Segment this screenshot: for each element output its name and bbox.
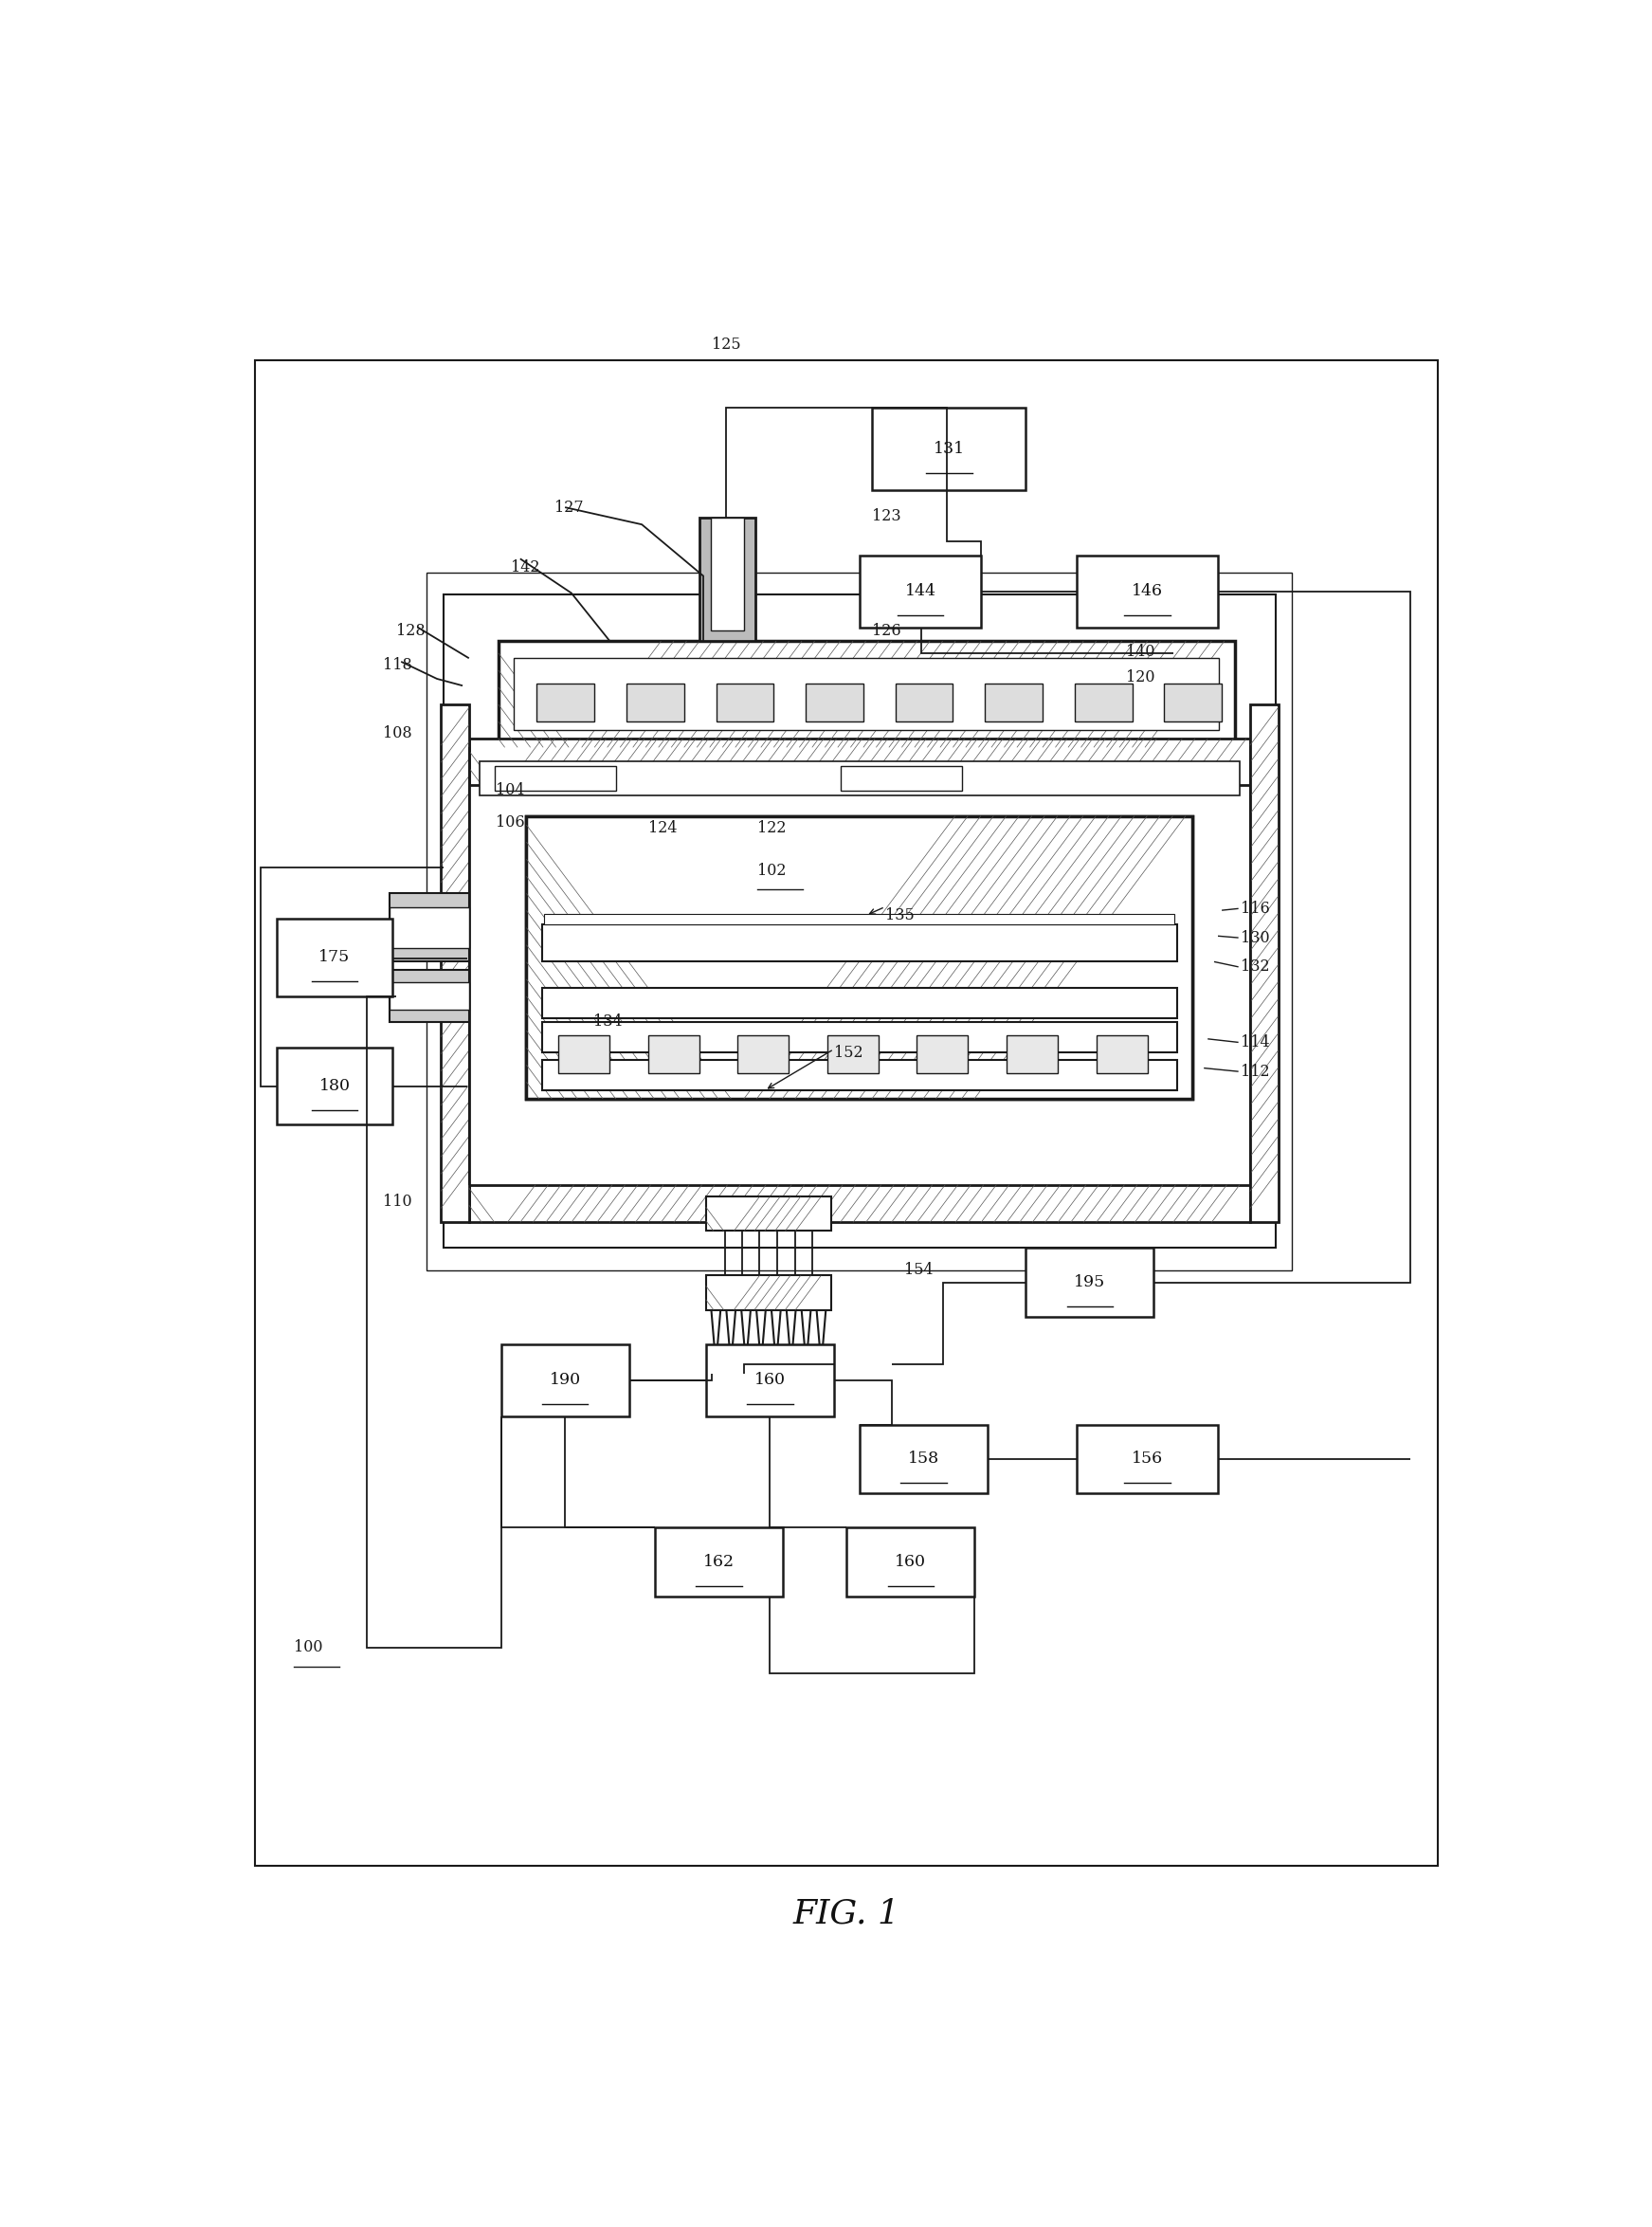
Bar [705, 1345, 834, 1416]
Text: 100: 100 [294, 1639, 322, 1655]
Bar [545, 913, 1175, 924]
Bar [738, 1036, 790, 1073]
Text: 104: 104 [496, 782, 525, 797]
Text: 118: 118 [383, 657, 413, 673]
Text: 125: 125 [712, 336, 740, 352]
Text: 108: 108 [383, 726, 413, 742]
Bar [806, 684, 864, 722]
Text: 140: 140 [1125, 644, 1155, 659]
Bar [441, 706, 469, 1223]
Text: 112: 112 [1241, 1065, 1270, 1080]
Text: 195: 195 [1074, 1274, 1105, 1289]
Bar [1251, 706, 1279, 1223]
Bar [542, 1060, 1178, 1091]
Bar [1077, 555, 1218, 628]
Bar [494, 766, 616, 791]
Bar [469, 1185, 1251, 1223]
Bar [846, 1528, 975, 1597]
Bar [917, 1036, 968, 1073]
Bar [1074, 684, 1132, 722]
Text: 144: 144 [905, 583, 937, 599]
Bar [710, 517, 743, 630]
Bar [895, 684, 953, 722]
Bar [648, 1036, 699, 1073]
Bar [527, 815, 1193, 1098]
Text: 175: 175 [319, 949, 350, 967]
Text: 122: 122 [757, 820, 786, 835]
Bar [390, 906, 469, 949]
Bar [426, 572, 1292, 1269]
Bar [859, 555, 981, 628]
Text: 146: 146 [1132, 583, 1163, 599]
Bar [499, 641, 1234, 748]
Text: 142: 142 [510, 559, 540, 575]
Text: 126: 126 [872, 624, 902, 639]
Bar [985, 684, 1042, 722]
Text: 102: 102 [757, 862, 786, 880]
Bar [859, 1425, 988, 1494]
Bar [705, 1276, 831, 1309]
Bar [542, 987, 1178, 1018]
Bar [542, 924, 1178, 962]
Text: 123: 123 [872, 508, 902, 523]
Text: 114: 114 [1241, 1033, 1270, 1051]
Bar [626, 684, 684, 722]
Text: 132: 132 [1241, 960, 1270, 975]
Text: 154: 154 [904, 1263, 933, 1278]
Text: 110: 110 [383, 1194, 413, 1209]
Text: 160: 160 [895, 1554, 927, 1570]
Bar [705, 1196, 831, 1232]
Bar [1077, 1425, 1218, 1494]
Bar [1165, 684, 1222, 722]
Bar [1006, 1036, 1057, 1073]
Bar [479, 762, 1239, 795]
Bar [527, 815, 1193, 1098]
Text: 152: 152 [834, 1044, 862, 1060]
Bar [278, 1047, 392, 1125]
Bar [715, 684, 773, 722]
Text: 162: 162 [702, 1554, 735, 1570]
Text: 116: 116 [1241, 900, 1270, 918]
Bar [469, 748, 1251, 1185]
Text: 156: 156 [1132, 1452, 1163, 1468]
Text: 190: 190 [548, 1372, 582, 1387]
Bar [1026, 1247, 1153, 1316]
Text: 158: 158 [907, 1452, 940, 1468]
Bar [390, 982, 469, 1009]
Bar [514, 659, 1219, 730]
Bar [558, 1036, 610, 1073]
Bar [469, 739, 1251, 786]
Bar [537, 684, 595, 722]
Bar [501, 1345, 629, 1416]
Text: 124: 124 [648, 820, 677, 835]
Text: 160: 160 [755, 1372, 785, 1387]
Text: 127: 127 [555, 499, 583, 514]
Text: FIG. 1: FIG. 1 [793, 1897, 900, 1929]
Text: 106: 106 [496, 815, 525, 831]
Text: 134: 134 [593, 1013, 623, 1029]
Bar [278, 920, 392, 995]
Bar [872, 408, 1026, 490]
Text: 180: 180 [319, 1078, 350, 1093]
Bar [699, 517, 755, 641]
Bar [390, 971, 469, 1022]
Bar [443, 595, 1275, 1247]
Bar [1097, 1036, 1148, 1073]
Text: 131: 131 [933, 441, 965, 457]
Bar [542, 1022, 1178, 1053]
Bar [254, 361, 1439, 1866]
Text: 128: 128 [396, 624, 425, 639]
Text: 130: 130 [1241, 929, 1270, 946]
Text: 120: 120 [1125, 668, 1155, 686]
Bar [654, 1528, 783, 1597]
Bar [390, 893, 469, 962]
Text: 135: 135 [885, 906, 914, 924]
Bar [828, 1036, 879, 1073]
Bar [841, 766, 961, 791]
